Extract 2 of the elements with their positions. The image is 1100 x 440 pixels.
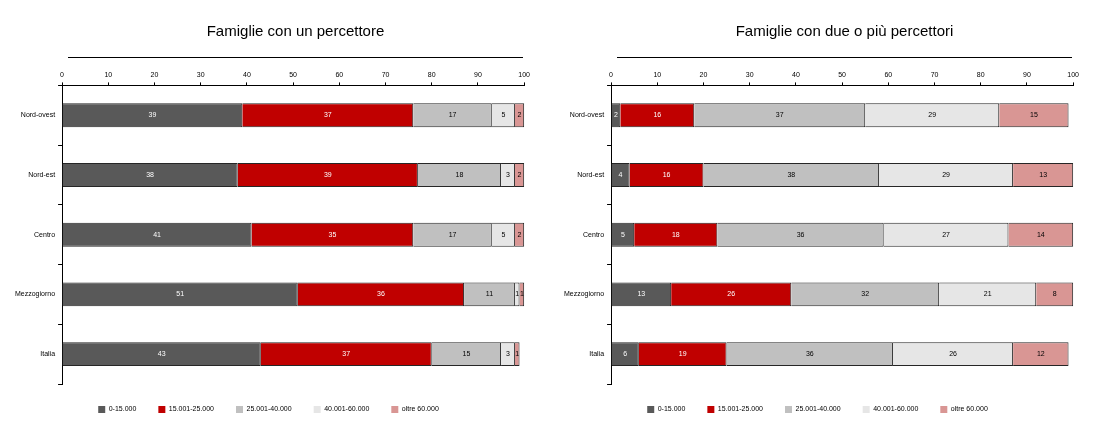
chart-title: Famiglie con un percettore bbox=[68, 8, 523, 58]
chart-title: Famiglie con due o più percettori bbox=[617, 8, 1072, 58]
